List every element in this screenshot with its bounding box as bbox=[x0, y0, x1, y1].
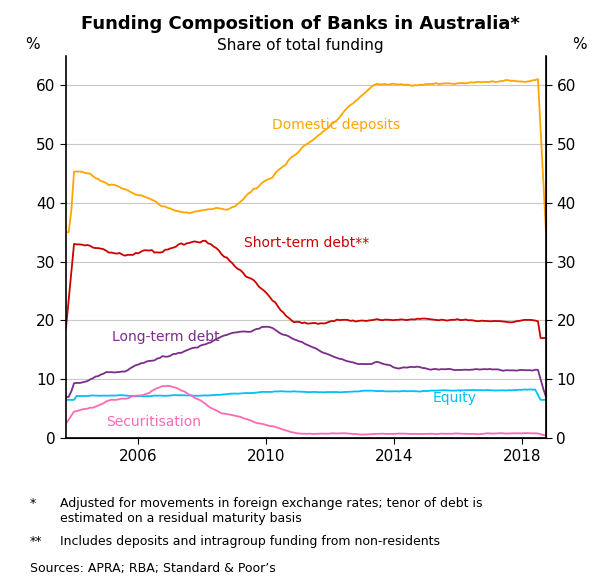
Text: %: % bbox=[25, 37, 40, 52]
Text: **: ** bbox=[30, 535, 43, 548]
Text: Adjusted for movements in foreign exchange rates; tenor of debt is
estimated on : Adjusted for movements in foreign exchan… bbox=[60, 497, 482, 525]
Text: Equity: Equity bbox=[433, 390, 476, 405]
Text: Funding Composition of Banks in Australia*: Funding Composition of Banks in Australi… bbox=[80, 15, 520, 33]
Text: %: % bbox=[572, 37, 587, 52]
Text: Includes deposits and intragroup funding from non-residents: Includes deposits and intragroup funding… bbox=[60, 535, 440, 548]
Text: Long-term debt: Long-term debt bbox=[112, 330, 220, 344]
Text: *: * bbox=[30, 497, 36, 510]
Text: Sources: APRA; RBA; Standard & Poor’s: Sources: APRA; RBA; Standard & Poor’s bbox=[30, 562, 276, 574]
Text: Domestic deposits: Domestic deposits bbox=[272, 118, 401, 132]
Text: Short-term debt**: Short-term debt** bbox=[244, 236, 369, 250]
Text: Securitisation: Securitisation bbox=[106, 415, 201, 429]
Text: Share of total funding: Share of total funding bbox=[217, 38, 383, 54]
